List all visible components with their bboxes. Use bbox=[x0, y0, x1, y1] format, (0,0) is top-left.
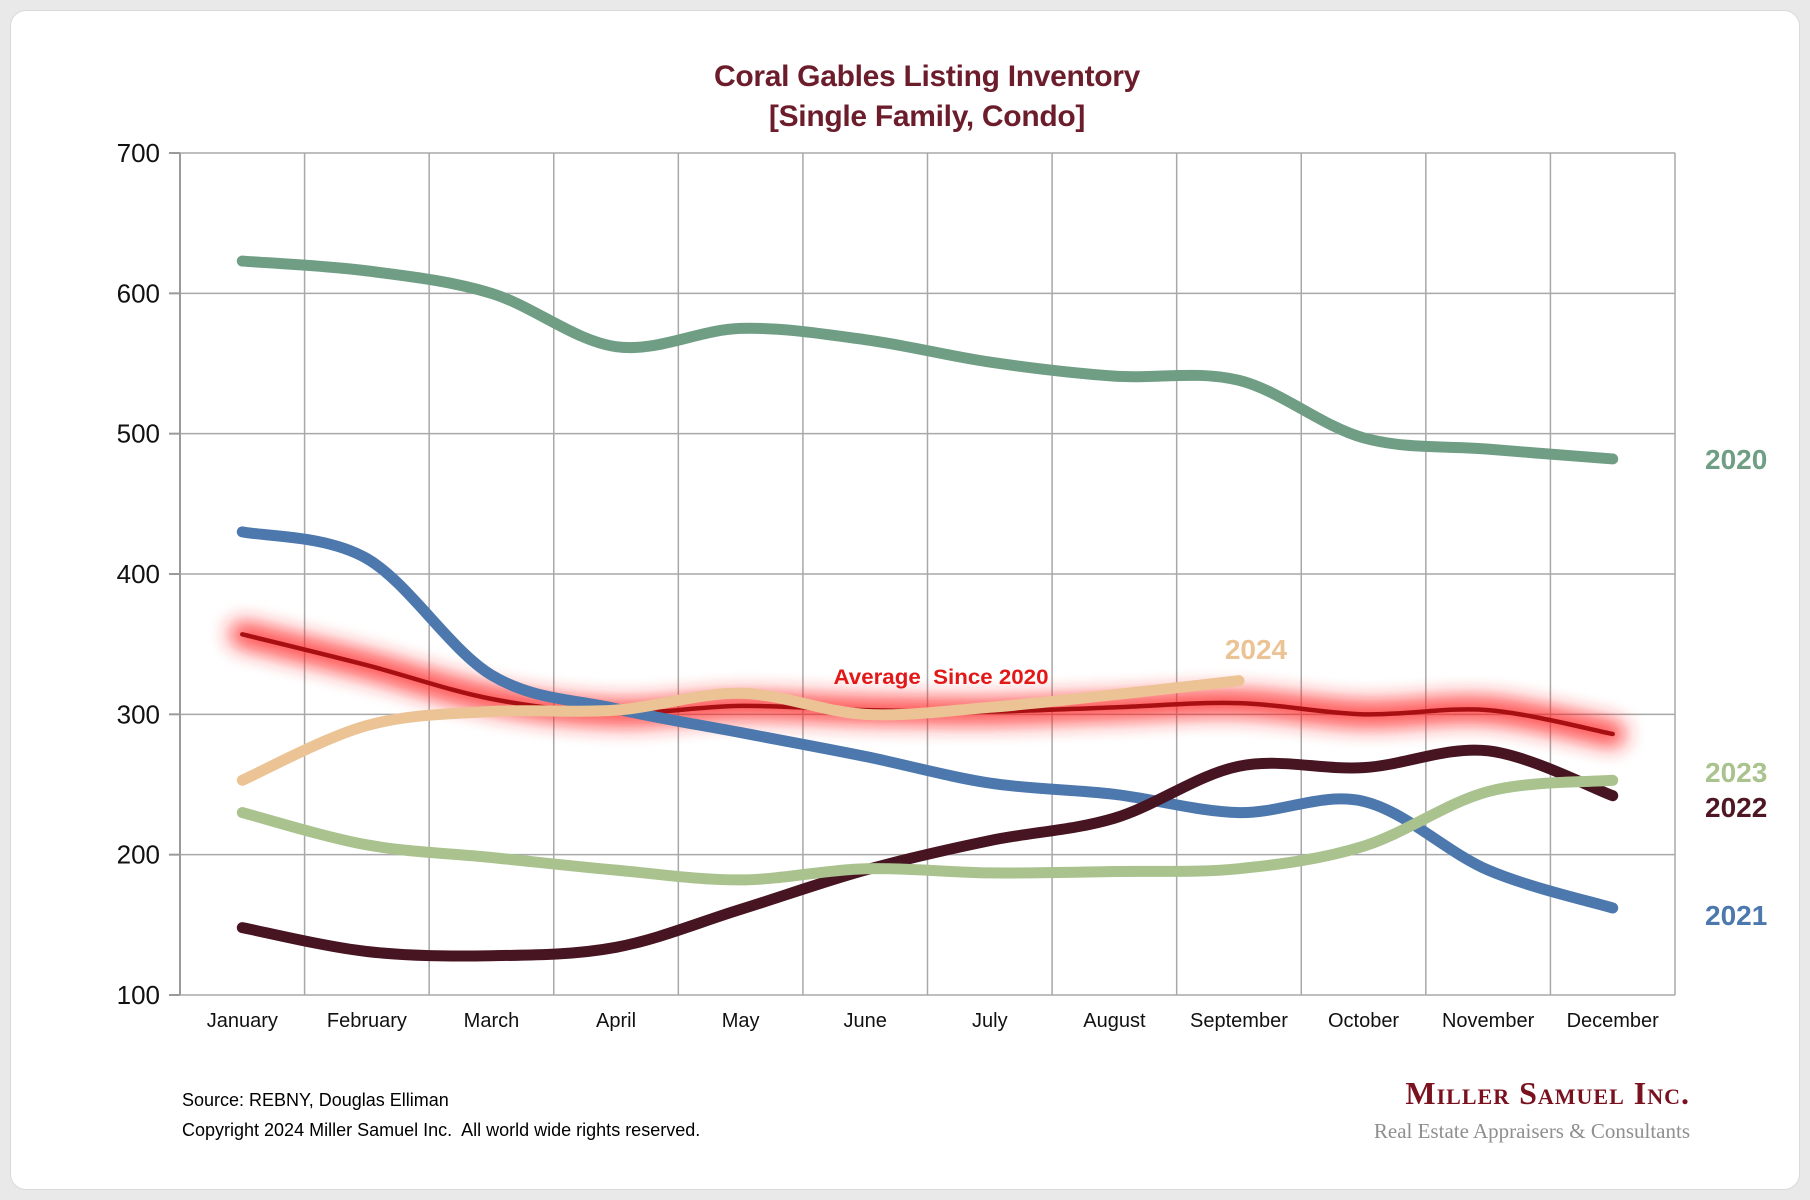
x-axis-label: May bbox=[722, 1010, 760, 1032]
logo-company-name: Miller Samuel Inc. bbox=[1405, 1075, 1690, 1111]
axis-layer bbox=[169, 152, 181, 996]
series-label-average-since-2020: Average Since 2020 bbox=[834, 666, 1049, 689]
x-axis-label: July bbox=[972, 1010, 1008, 1032]
chart-card bbox=[10, 10, 1800, 1190]
series-line-2024 bbox=[236, 675, 1245, 786]
series-line-2022 bbox=[236, 744, 1619, 962]
series-label-2020: 2020 bbox=[1705, 444, 1767, 475]
y-tick-label: 400 bbox=[117, 559, 160, 589]
x-axis-label: December bbox=[1567, 1010, 1660, 1032]
x-axis-label: April bbox=[596, 1010, 636, 1032]
series-label-2022: 2022 bbox=[1705, 792, 1767, 823]
page-title-line2: [Single Family, Condo] bbox=[769, 100, 1085, 133]
x-axis-label: January bbox=[207, 1010, 278, 1032]
annotation-layer: 2020 2024 Average Since 2020 2023 2022 2021 bbox=[834, 444, 1768, 931]
y-tick-label: 100 bbox=[117, 980, 160, 1010]
series-line-2020 bbox=[236, 255, 1619, 465]
page-title-line1: Coral Gables Listing Inventory bbox=[714, 60, 1141, 93]
y-tick-label: 700 bbox=[117, 138, 160, 168]
y-tick-label: 200 bbox=[117, 840, 160, 870]
x-axis-label: November bbox=[1442, 1010, 1535, 1032]
series-line-2021 bbox=[236, 526, 1619, 914]
y-tick-label: 600 bbox=[117, 278, 160, 308]
series-label-2021: 2021 bbox=[1705, 900, 1767, 931]
source-note: Source: REBNY, Douglas Elliman bbox=[182, 1090, 449, 1110]
series-line-2023 bbox=[236, 774, 1619, 886]
copyright-note: Copyright 2024 Miller Samuel Inc. All wo… bbox=[182, 1120, 700, 1140]
logo-tagline: Real Estate Appraisers & Consultants bbox=[1374, 1119, 1690, 1143]
x-axis-label: October bbox=[1328, 1010, 1399, 1032]
y-tick-label: 300 bbox=[117, 699, 160, 729]
y-tick-label: 500 bbox=[117, 419, 160, 449]
series-label-2023: 2023 bbox=[1705, 757, 1767, 788]
x-axis-label: August bbox=[1083, 1010, 1146, 1032]
series-layer bbox=[229, 255, 1626, 962]
x-axis-label: March bbox=[464, 1010, 520, 1032]
x-axis-label: June bbox=[844, 1010, 887, 1032]
x-axis-label: February bbox=[327, 1010, 407, 1032]
series-label-2024: 2024 bbox=[1225, 634, 1288, 665]
axis-label-layer: 100 200 300 400 500 600 700 January February Marc… bbox=[117, 138, 1660, 1032]
x-axis-label: September bbox=[1190, 1010, 1288, 1032]
